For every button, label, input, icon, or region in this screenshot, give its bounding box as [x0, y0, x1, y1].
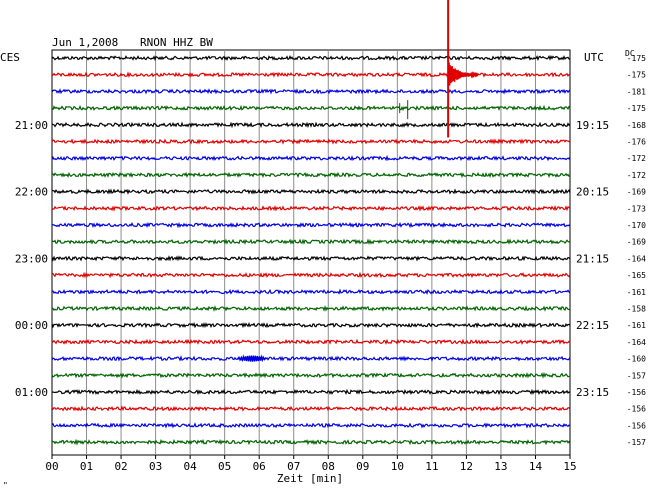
trace-row-14: [51, 288, 571, 295]
chart-date: Jun 1,2008: [52, 36, 118, 49]
grid-lines: [51, 49, 571, 456]
dc-offset-label: -181: [627, 87, 646, 96]
x-axis-title: Zeit [min]: [277, 472, 343, 485]
left-time-label: 01:00: [15, 386, 48, 399]
dc-offset-label: -164: [627, 254, 646, 263]
dc-offset-label: -173: [627, 204, 646, 213]
trace-row-4: [51, 121, 571, 129]
trace-row-8: [51, 188, 571, 195]
trace-row-6: [51, 154, 571, 162]
dc-offset-label: -157: [627, 371, 646, 380]
trace-row-17: [51, 338, 571, 346]
x-tick-label: 13: [494, 460, 507, 473]
dc-offset-label: -172: [627, 154, 646, 163]
event-coda: [448, 62, 480, 86]
trace-row-16: [51, 322, 571, 329]
right-time-label: 20:15: [576, 186, 609, 199]
x-tick-label: 02: [114, 460, 127, 473]
corner-mark: ": [3, 481, 8, 490]
x-tick-label: 08: [322, 460, 335, 473]
right-time-label: 21:15: [576, 252, 609, 265]
left-time-label: 23:00: [15, 252, 48, 265]
trace-row-15: [51, 305, 571, 312]
dc-offset-label: -170: [627, 221, 646, 230]
trace-row-7: [51, 171, 571, 179]
dc-offset-label: -164: [627, 338, 646, 347]
plot-frame: [51, 49, 571, 456]
x-tick-label: 09: [356, 460, 369, 473]
trace-row-18: [51, 355, 571, 362]
trace-row-5: [51, 138, 571, 145]
trace-row-12: [51, 255, 571, 262]
x-tick-label: 15: [563, 460, 576, 473]
left-timezone-label: CES: [0, 51, 20, 64]
trace-row-22: [51, 422, 571, 429]
x-tick-label: 05: [218, 460, 231, 473]
trace-row-13: [51, 271, 571, 279]
dc-label: DC: [625, 49, 635, 58]
dc-offset-label: -169: [627, 188, 646, 197]
x-tick-label: 03: [149, 460, 162, 473]
x-tick-label: 07: [287, 460, 300, 473]
x-tick-label: 06: [253, 460, 266, 473]
event-wave-packet: [237, 354, 267, 363]
dc-offset-label: -161: [627, 321, 646, 330]
dc-offset-label: -175: [627, 104, 646, 113]
x-tick-label: 14: [529, 460, 543, 473]
dc-offset-label: -175: [627, 71, 646, 80]
right-time-label: 23:15: [576, 386, 609, 399]
x-tick-label: 10: [391, 460, 404, 473]
trace-row-3: [51, 104, 571, 112]
left-time-label: 00:00: [15, 319, 48, 332]
x-tick-label: 12: [460, 460, 473, 473]
dc-offset-label: -156: [627, 421, 646, 430]
trace-row-20: [51, 388, 571, 396]
left-time-label: 21:00: [15, 119, 48, 132]
dc-offset-label: -158: [627, 305, 646, 314]
left-time-label: 22:00: [15, 186, 48, 199]
dc-offset-label: -175: [627, 54, 646, 63]
right-time-label: 19:15: [576, 119, 609, 132]
dc-offset-label: -156: [627, 405, 646, 414]
dc-offset-label: -165: [627, 271, 646, 280]
trace-row-21: [51, 405, 571, 412]
trace-row-11: [51, 238, 571, 245]
trace-row-19: [51, 371, 571, 379]
left-time-labels: 21:00 22:00 23:00 00:00 01:00: [15, 119, 48, 399]
x-tick-label: 11: [425, 460, 438, 473]
trace-row-10: [51, 221, 571, 229]
dc-offset-label: -161: [627, 288, 646, 297]
x-axis: 00 01 02 03 04 05 06 07 08 09 10 11 12 13 14 15: [45, 455, 577, 473]
dc-offset-label: -176: [627, 138, 646, 147]
seismic-traces: [51, 55, 571, 446]
right-time-labels: 19:15 20:15 21:15 22:15 23:15: [576, 119, 609, 399]
dc-offset-labels: -175 -175 -181 -175 -168 -176 -172 -172 -169 -173…: [627, 54, 646, 447]
x-tick-label: 00: [45, 460, 58, 473]
trace-row-2: [51, 88, 571, 95]
trace-row-1: [51, 71, 571, 78]
right-time-label: 22:15: [576, 319, 609, 332]
chart-station: RNON HHZ BW: [140, 36, 213, 49]
trace-row-9: [51, 204, 571, 212]
x-tick-label: 04: [184, 460, 198, 473]
dc-offset-label: -168: [627, 121, 646, 130]
dc-offset-label: -172: [627, 171, 646, 180]
trace-row-23: [51, 438, 571, 446]
dc-offset-label: -169: [627, 238, 646, 247]
seismic-events: [237, 0, 480, 363]
x-tick-label: 01: [80, 460, 93, 473]
dc-offset-label: -157: [627, 438, 646, 447]
dc-offset-label: -160: [627, 355, 646, 364]
trace-row-0: [51, 55, 571, 62]
dc-offset-label: -156: [627, 388, 646, 397]
right-timezone-label: UTC: [584, 51, 604, 64]
